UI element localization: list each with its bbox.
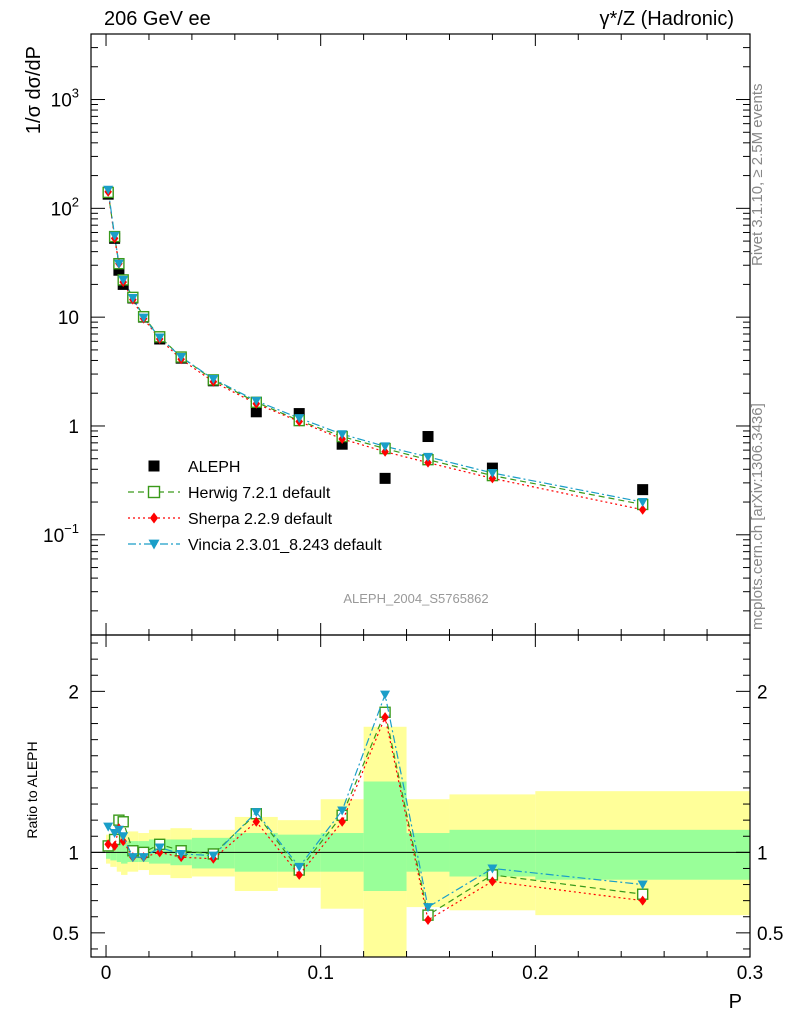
legend-marker-herwig	[147, 485, 161, 499]
main-y-axis-label: 1/σ dσ/dP	[23, 46, 45, 134]
legend-label-vincia: Vincia 2.3.01_8.243 default	[188, 537, 382, 554]
x-tick-label: 0.2	[522, 963, 548, 984]
ratio-point-vincia	[294, 862, 305, 872]
ratio-point-vincia	[118, 832, 129, 842]
data-point-aleph	[379, 472, 391, 484]
ratio-point-sherpa	[110, 840, 119, 851]
ratio-point-sherpa	[638, 895, 647, 906]
main-y-tick-label: 10	[58, 308, 79, 329]
ratio-point-vincia	[380, 690, 391, 700]
analysis-watermark: ALEPH_2004_S5765862	[343, 591, 488, 606]
data-point-aleph	[250, 406, 262, 418]
ratio-y-tick-label-left: 0.5	[53, 924, 79, 945]
main-y-tick-label: 1	[68, 417, 79, 438]
main-line-vincia	[107, 189, 643, 503]
main-line-herwig	[107, 192, 643, 506]
data-point-aleph	[293, 408, 305, 420]
ratio-band-green-2	[116, 841, 122, 863]
header-left: 206 GeV ee	[104, 8, 211, 30]
main-y-tick-label: 10−1	[43, 521, 79, 547]
data-point-aleph	[422, 431, 434, 443]
point-vincia	[337, 430, 348, 440]
ratio-point-sherpa	[338, 816, 346, 827]
ratio-point-vincia	[251, 808, 262, 818]
ratio-point-sherpa	[381, 712, 389, 723]
ratio-y-axis-label: Ratio to ALEPH	[24, 741, 40, 838]
legend-label-sherpa: Sherpa 2.2.9 default	[188, 511, 333, 528]
data-point-aleph	[637, 484, 649, 496]
ratio-band-green-12	[363, 781, 407, 891]
point-vincia	[423, 452, 434, 462]
ratio-series	[102, 690, 649, 925]
ratio-point-vincia	[423, 903, 434, 913]
point-sherpa	[424, 457, 432, 468]
ratio-band-green-3	[121, 842, 128, 864]
x-tick-label: 0.1	[307, 963, 333, 984]
point-vincia	[208, 375, 219, 385]
legend-marker-sherpa	[149, 512, 159, 524]
ratio-y-tick-label-left: 2	[68, 682, 79, 703]
x-tick-label: 0.3	[737, 963, 763, 984]
point-vincia	[380, 442, 391, 452]
ratio-band-green-15	[535, 829, 750, 880]
ratio-y-tick-label-left: 1	[68, 843, 79, 864]
ratio-point-vincia	[176, 849, 187, 859]
main-y-tick-label: 102	[51, 194, 79, 220]
point-vincia	[294, 414, 305, 424]
point-vincia	[251, 396, 262, 406]
ratio-point-vincia	[208, 851, 219, 861]
point-sherpa	[638, 504, 647, 515]
legend: ALEPH Herwig 7.2.1 default Sherpa 2.2.9 de…	[128, 459, 382, 554]
ratio-point-vincia	[127, 853, 138, 863]
legend-marker-vincia	[148, 539, 160, 550]
ratio-point-vincia	[637, 880, 648, 890]
ratio-y-tick-label-right: 2	[757, 682, 768, 703]
ratio-point-vincia	[113, 825, 124, 835]
ratio-point-vincia	[337, 806, 348, 816]
point-vincia	[176, 353, 187, 363]
ratio-y-tick-label-right: 0.5	[757, 924, 783, 945]
header-right: γ*/Z (Hadronic)	[599, 8, 734, 30]
ratio-point-sherpa	[104, 839, 112, 850]
ratio-frame	[90, 634, 751, 958]
point-vincia	[113, 259, 124, 269]
ratio-point-sherpa	[252, 816, 261, 827]
data-point-aleph	[336, 438, 348, 450]
point-vincia	[118, 275, 129, 285]
ratio-point-vincia	[103, 822, 114, 832]
ratio-point-sherpa	[295, 869, 303, 880]
point-vincia	[637, 498, 648, 508]
point-sherpa	[381, 446, 389, 457]
ratio-point-vincia	[138, 853, 149, 863]
main-series	[102, 185, 649, 515]
main-y-tick-label: 103	[51, 86, 79, 112]
point-vincia	[103, 185, 114, 195]
x-tick-label: 0	[101, 963, 112, 984]
point-vincia	[487, 468, 498, 478]
legend-label-aleph: ALEPH	[188, 459, 240, 476]
legend-label-herwig: Herwig 7.2.1 default	[188, 485, 331, 502]
ratio-point-sherpa	[424, 914, 432, 925]
point-vincia	[127, 293, 138, 303]
legend-marker-aleph	[148, 460, 160, 472]
ratio-x-axis-label: P	[729, 991, 742, 1013]
axes: 0 0.1 0.2 0.3 10−1 1 10 102 103 0.5 0.5 1 1 2 2	[43, 33, 783, 984]
ratio-point-vincia	[487, 864, 498, 874]
ratio-point-vincia	[154, 843, 165, 853]
point-vincia	[138, 313, 149, 323]
main-line-sherpa	[107, 191, 643, 511]
ratio-y-tick-label-right: 1	[757, 843, 768, 864]
data-point-aleph	[486, 462, 498, 474]
ratio-point-sherpa	[488, 876, 497, 887]
point-vincia	[109, 231, 120, 241]
data-point-aleph	[113, 264, 125, 276]
point-sherpa	[488, 473, 497, 484]
point-vincia	[154, 333, 165, 343]
